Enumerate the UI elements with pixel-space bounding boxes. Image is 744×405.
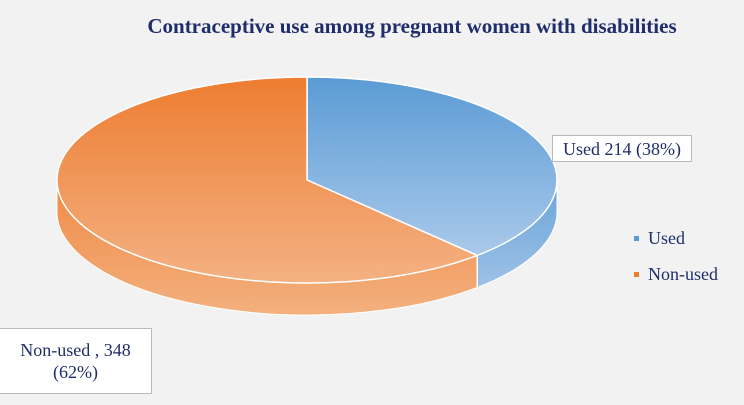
legend-swatch-used (634, 236, 639, 241)
legend-swatch-nonused (634, 272, 639, 277)
legend-item-used: Used (634, 220, 718, 256)
data-label-nonused: Non-used , 348 (62%) (0, 328, 152, 394)
legend-item-nonused: Non-used (634, 256, 718, 292)
legend-label-nonused: Non-used (648, 264, 718, 285)
legend: Used Non-used (634, 220, 718, 292)
pie-chart: Contraceptive use among pregnant women w… (0, 0, 744, 405)
data-label-nonused-line1: Non-used , 348 (0, 339, 151, 361)
data-label-nonused-line2: (62%) (0, 361, 151, 383)
data-label-used-text: Used 214 (38%) (563, 139, 681, 159)
legend-label-used: Used (648, 228, 685, 249)
data-label-used: Used 214 (38%) (552, 135, 692, 162)
